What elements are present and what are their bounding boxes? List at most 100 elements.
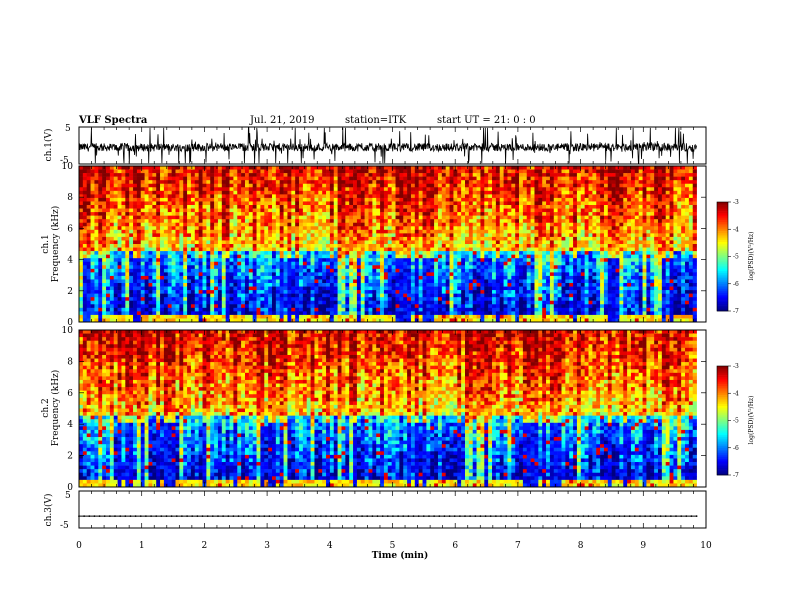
spectrogram-cell bbox=[202, 311, 207, 316]
spectrogram-cell bbox=[495, 258, 501, 263]
spectrogram-cell bbox=[94, 286, 99, 291]
spectrogram-cell bbox=[492, 254, 497, 259]
spectrogram-cell bbox=[476, 283, 481, 287]
spectrogram-cell bbox=[306, 190, 311, 195]
spectrogram-cell bbox=[291, 215, 296, 220]
spectrogram-cell bbox=[248, 183, 253, 188]
spectrogram-cell bbox=[133, 212, 138, 216]
spectrogram-cell bbox=[291, 283, 296, 287]
spectrogram-cell bbox=[461, 222, 466, 227]
spectrogram-cell bbox=[233, 222, 238, 227]
spectrogram-cell bbox=[368, 236, 373, 241]
spectrogram-cell bbox=[445, 194, 450, 199]
spectrogram-cell bbox=[399, 286, 404, 291]
spectrogram-cell bbox=[202, 261, 207, 266]
spectrogram-cell bbox=[82, 297, 88, 302]
spectrogram-cell bbox=[241, 173, 246, 177]
spectrogram-cell bbox=[418, 265, 423, 270]
spectrogram-cell bbox=[310, 311, 315, 316]
spectrogram-cell bbox=[264, 279, 269, 284]
spectrogram-cell bbox=[190, 176, 196, 181]
spectrogram-cell bbox=[318, 176, 323, 181]
spectrogram-cell bbox=[260, 314, 265, 319]
spectrogram-cell bbox=[445, 297, 450, 302]
spectrogram-cell bbox=[167, 268, 172, 273]
spectrogram-cell bbox=[353, 212, 358, 216]
spectrogram-cell bbox=[492, 194, 497, 199]
spectrogram-cell bbox=[129, 286, 134, 291]
spectrogram-cell bbox=[225, 297, 230, 302]
spectrogram-cell bbox=[136, 254, 142, 259]
spectrogram-cell bbox=[86, 254, 91, 259]
spectrogram-cell bbox=[260, 286, 265, 291]
spectrogram-cell bbox=[449, 283, 454, 287]
spectrogram-cell bbox=[140, 311, 145, 316]
spectrogram-cell bbox=[248, 166, 253, 170]
spectrogram-cell bbox=[237, 283, 242, 287]
spectrogram-cell bbox=[86, 205, 91, 209]
spectrogram-cell bbox=[349, 215, 354, 220]
spectrogram-cell bbox=[356, 293, 362, 298]
spectrogram-cell bbox=[310, 208, 315, 213]
spectrogram-cell bbox=[364, 268, 369, 273]
spectrogram-cell bbox=[90, 219, 95, 224]
spectrogram-cell bbox=[461, 261, 466, 266]
spectrogram-cell bbox=[256, 261, 261, 266]
spectrogram-cell bbox=[453, 251, 458, 255]
spectrogram-cell bbox=[422, 268, 427, 273]
spectrogram-cell bbox=[318, 219, 323, 224]
spectrogram-cell bbox=[445, 215, 450, 220]
spectrogram-cell bbox=[472, 166, 477, 170]
spectrogram-cell bbox=[252, 236, 257, 241]
spectrogram-cell bbox=[206, 201, 211, 206]
spectrogram-cell bbox=[495, 229, 501, 234]
spectrogram-cell bbox=[333, 226, 338, 231]
spectrogram-cell bbox=[233, 194, 238, 199]
spectrogram-cell bbox=[109, 251, 115, 255]
spectrogram-cell bbox=[422, 219, 427, 224]
spectrogram-cell bbox=[453, 265, 458, 270]
spectrogram-cell bbox=[121, 254, 126, 259]
spectrogram-cell bbox=[449, 205, 454, 209]
spectrogram-cell bbox=[248, 297, 253, 302]
spectrogram-cell bbox=[457, 272, 462, 277]
spectrogram-cell bbox=[360, 265, 365, 270]
spectrogram-cell bbox=[457, 176, 462, 181]
spectrogram-cell bbox=[90, 244, 95, 248]
spectrogram-cell bbox=[488, 208, 493, 213]
spectrogram-cell bbox=[241, 197, 246, 202]
spectrogram-cell bbox=[341, 283, 346, 287]
spectrogram-cell bbox=[310, 233, 315, 238]
spectrogram-cell bbox=[380, 300, 385, 305]
spectrogram-cell bbox=[90, 187, 95, 192]
spectrogram-cell bbox=[275, 258, 281, 263]
spectrogram-cell bbox=[156, 318, 161, 323]
spectrogram-cell bbox=[399, 314, 404, 319]
spectrogram-cell bbox=[225, 201, 230, 206]
spectrogram-cell bbox=[360, 254, 365, 259]
spectrogram-cell bbox=[299, 212, 304, 216]
spectrogram-cell bbox=[407, 190, 412, 195]
spectrogram-cell bbox=[272, 286, 277, 291]
spectrogram-cell bbox=[383, 190, 389, 195]
spectrogram-cell bbox=[98, 197, 103, 202]
spectrogram-cell bbox=[364, 226, 369, 231]
spectrogram-cell bbox=[372, 187, 377, 192]
spectrogram-cell bbox=[372, 261, 377, 266]
spectrogram-cell bbox=[337, 212, 342, 216]
spectrogram-cell bbox=[198, 314, 203, 319]
spectrogram-cell bbox=[237, 290, 242, 294]
spectrogram-cell bbox=[430, 173, 435, 177]
spectrogram-cell bbox=[117, 290, 122, 294]
spectrogram-cell bbox=[399, 219, 404, 224]
spectrogram-cell bbox=[353, 173, 358, 177]
spectrogram-cell bbox=[117, 194, 122, 199]
spectrogram-cell bbox=[102, 247, 107, 252]
spectrogram-cell bbox=[221, 166, 226, 170]
spectrogram-cell bbox=[152, 183, 157, 188]
spectrogram-cell bbox=[326, 258, 331, 263]
spectrogram-cell bbox=[299, 190, 304, 195]
spectrogram-cell bbox=[403, 190, 408, 195]
spectrogram-cell bbox=[410, 261, 416, 266]
spectrogram-cell bbox=[407, 226, 412, 231]
